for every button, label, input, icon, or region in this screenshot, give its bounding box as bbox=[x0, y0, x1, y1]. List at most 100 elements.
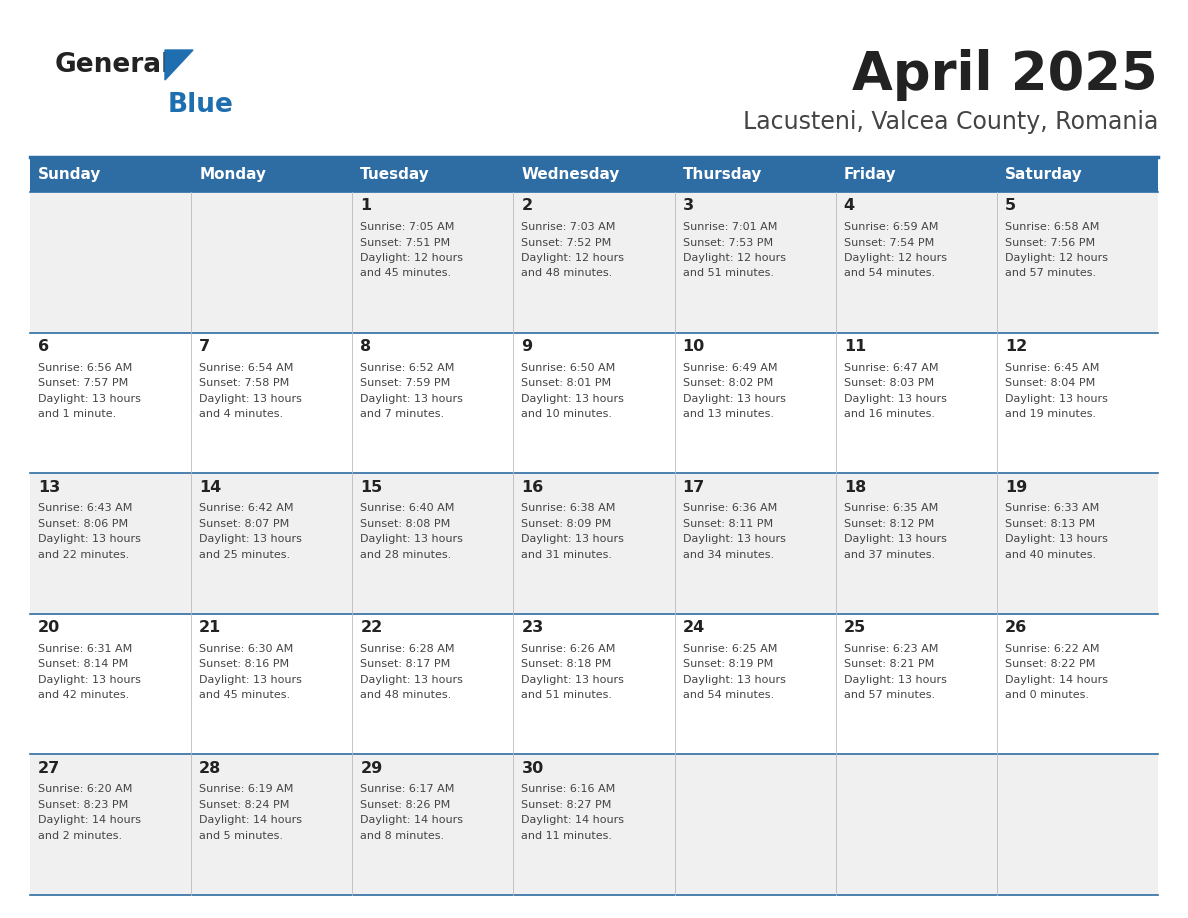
Text: 21: 21 bbox=[200, 621, 221, 635]
Text: Daylight: 12 hours: Daylight: 12 hours bbox=[522, 253, 625, 263]
Text: Sunrise: 6:38 AM: Sunrise: 6:38 AM bbox=[522, 503, 615, 513]
Text: and 10 minutes.: and 10 minutes. bbox=[522, 409, 613, 420]
Text: Friday: Friday bbox=[843, 167, 896, 182]
Text: 10: 10 bbox=[683, 339, 704, 354]
Text: Sunset: 8:12 PM: Sunset: 8:12 PM bbox=[843, 519, 934, 529]
Text: and 40 minutes.: and 40 minutes. bbox=[1005, 550, 1097, 560]
Text: and 57 minutes.: and 57 minutes. bbox=[1005, 268, 1097, 278]
Text: Sunset: 8:16 PM: Sunset: 8:16 PM bbox=[200, 659, 289, 669]
Text: Sunset: 8:02 PM: Sunset: 8:02 PM bbox=[683, 378, 773, 388]
Text: Sunset: 7:57 PM: Sunset: 7:57 PM bbox=[38, 378, 128, 388]
Text: and 4 minutes.: and 4 minutes. bbox=[200, 409, 283, 420]
Text: and 11 minutes.: and 11 minutes. bbox=[522, 831, 613, 841]
Text: and 45 minutes.: and 45 minutes. bbox=[360, 268, 451, 278]
Text: Sunrise: 6:59 AM: Sunrise: 6:59 AM bbox=[843, 222, 939, 232]
Text: Daylight: 13 hours: Daylight: 13 hours bbox=[200, 675, 302, 685]
Text: Sunrise: 6:22 AM: Sunrise: 6:22 AM bbox=[1005, 644, 1099, 654]
Text: 19: 19 bbox=[1005, 480, 1028, 495]
Text: and 2 minutes.: and 2 minutes. bbox=[38, 831, 122, 841]
Text: Tuesday: Tuesday bbox=[360, 167, 430, 182]
Text: Thursday: Thursday bbox=[683, 167, 762, 182]
Text: Daylight: 13 hours: Daylight: 13 hours bbox=[38, 534, 141, 544]
Text: Sunrise: 7:05 AM: Sunrise: 7:05 AM bbox=[360, 222, 455, 232]
Text: 24: 24 bbox=[683, 621, 704, 635]
Text: and 5 minutes.: and 5 minutes. bbox=[200, 831, 283, 841]
Text: April 2025: April 2025 bbox=[852, 49, 1158, 101]
Text: Sunrise: 6:56 AM: Sunrise: 6:56 AM bbox=[38, 363, 132, 373]
Text: 12: 12 bbox=[1005, 339, 1028, 354]
Text: 29: 29 bbox=[360, 761, 383, 776]
Text: and 28 minutes.: and 28 minutes. bbox=[360, 550, 451, 560]
Text: Daylight: 14 hours: Daylight: 14 hours bbox=[200, 815, 302, 825]
Text: 23: 23 bbox=[522, 621, 544, 635]
Text: 27: 27 bbox=[38, 761, 61, 776]
Text: Sunrise: 6:17 AM: Sunrise: 6:17 AM bbox=[360, 784, 455, 794]
Text: and 7 minutes.: and 7 minutes. bbox=[360, 409, 444, 420]
Text: 5: 5 bbox=[1005, 198, 1016, 214]
Text: Sunrise: 6:58 AM: Sunrise: 6:58 AM bbox=[1005, 222, 1099, 232]
Text: Sunday: Sunday bbox=[38, 167, 101, 182]
Text: Daylight: 13 hours: Daylight: 13 hours bbox=[522, 394, 625, 404]
Text: Sunrise: 6:19 AM: Sunrise: 6:19 AM bbox=[200, 784, 293, 794]
Text: 28: 28 bbox=[200, 761, 221, 776]
Text: Sunset: 8:26 PM: Sunset: 8:26 PM bbox=[360, 800, 450, 810]
Text: Saturday: Saturday bbox=[1005, 167, 1082, 182]
Text: 14: 14 bbox=[200, 480, 221, 495]
Text: Sunset: 7:59 PM: Sunset: 7:59 PM bbox=[360, 378, 450, 388]
Text: Daylight: 13 hours: Daylight: 13 hours bbox=[200, 394, 302, 404]
Text: Sunrise: 6:36 AM: Sunrise: 6:36 AM bbox=[683, 503, 777, 513]
Text: Daylight: 13 hours: Daylight: 13 hours bbox=[360, 534, 463, 544]
Text: Sunrise: 6:26 AM: Sunrise: 6:26 AM bbox=[522, 644, 615, 654]
Text: and 19 minutes.: and 19 minutes. bbox=[1005, 409, 1097, 420]
Text: Sunrise: 6:33 AM: Sunrise: 6:33 AM bbox=[1005, 503, 1099, 513]
Text: Sunrise: 6:50 AM: Sunrise: 6:50 AM bbox=[522, 363, 615, 373]
Text: Daylight: 14 hours: Daylight: 14 hours bbox=[522, 815, 625, 825]
Text: Sunset: 8:01 PM: Sunset: 8:01 PM bbox=[522, 378, 612, 388]
Text: Sunset: 8:09 PM: Sunset: 8:09 PM bbox=[522, 519, 612, 529]
Text: Sunrise: 6:43 AM: Sunrise: 6:43 AM bbox=[38, 503, 132, 513]
Text: Sunset: 7:58 PM: Sunset: 7:58 PM bbox=[200, 378, 290, 388]
Text: and 34 minutes.: and 34 minutes. bbox=[683, 550, 773, 560]
Text: Sunset: 8:06 PM: Sunset: 8:06 PM bbox=[38, 519, 128, 529]
Text: Daylight: 13 hours: Daylight: 13 hours bbox=[683, 534, 785, 544]
Text: and 22 minutes.: and 22 minutes. bbox=[38, 550, 129, 560]
Text: Sunrise: 6:20 AM: Sunrise: 6:20 AM bbox=[38, 784, 132, 794]
Text: Daylight: 13 hours: Daylight: 13 hours bbox=[843, 534, 947, 544]
Text: Daylight: 13 hours: Daylight: 13 hours bbox=[1005, 394, 1107, 404]
Text: 7: 7 bbox=[200, 339, 210, 354]
Polygon shape bbox=[165, 50, 192, 80]
Text: Wednesday: Wednesday bbox=[522, 167, 620, 182]
Text: and 51 minutes.: and 51 minutes. bbox=[522, 690, 613, 700]
Text: 25: 25 bbox=[843, 621, 866, 635]
Text: Daylight: 13 hours: Daylight: 13 hours bbox=[843, 675, 947, 685]
Text: Sunset: 7:54 PM: Sunset: 7:54 PM bbox=[843, 238, 934, 248]
Text: 20: 20 bbox=[38, 621, 61, 635]
Text: Sunrise: 6:25 AM: Sunrise: 6:25 AM bbox=[683, 644, 777, 654]
Text: and 48 minutes.: and 48 minutes. bbox=[522, 268, 613, 278]
Text: Sunrise: 7:03 AM: Sunrise: 7:03 AM bbox=[522, 222, 615, 232]
Text: Daylight: 13 hours: Daylight: 13 hours bbox=[683, 394, 785, 404]
Text: and 51 minutes.: and 51 minutes. bbox=[683, 268, 773, 278]
Text: Daylight: 13 hours: Daylight: 13 hours bbox=[38, 394, 141, 404]
Text: 18: 18 bbox=[843, 480, 866, 495]
Text: Sunrise: 6:40 AM: Sunrise: 6:40 AM bbox=[360, 503, 455, 513]
Text: Daylight: 12 hours: Daylight: 12 hours bbox=[1005, 253, 1108, 263]
Text: 8: 8 bbox=[360, 339, 372, 354]
Text: 16: 16 bbox=[522, 480, 544, 495]
Text: Sunset: 8:13 PM: Sunset: 8:13 PM bbox=[1005, 519, 1095, 529]
Text: and 54 minutes.: and 54 minutes. bbox=[843, 268, 935, 278]
Text: and 48 minutes.: and 48 minutes. bbox=[360, 690, 451, 700]
Text: Sunset: 8:19 PM: Sunset: 8:19 PM bbox=[683, 659, 773, 669]
Text: and 13 minutes.: and 13 minutes. bbox=[683, 409, 773, 420]
Text: Sunset: 8:03 PM: Sunset: 8:03 PM bbox=[843, 378, 934, 388]
Text: Daylight: 13 hours: Daylight: 13 hours bbox=[360, 394, 463, 404]
Text: Sunrise: 6:28 AM: Sunrise: 6:28 AM bbox=[360, 644, 455, 654]
Text: 26: 26 bbox=[1005, 621, 1028, 635]
Text: Daylight: 12 hours: Daylight: 12 hours bbox=[683, 253, 785, 263]
Text: Sunset: 8:23 PM: Sunset: 8:23 PM bbox=[38, 800, 128, 810]
Text: and 54 minutes.: and 54 minutes. bbox=[683, 690, 773, 700]
Text: Sunrise: 7:01 AM: Sunrise: 7:01 AM bbox=[683, 222, 777, 232]
Text: Daylight: 14 hours: Daylight: 14 hours bbox=[360, 815, 463, 825]
Text: Sunset: 8:08 PM: Sunset: 8:08 PM bbox=[360, 519, 450, 529]
Text: Monday: Monday bbox=[200, 167, 266, 182]
